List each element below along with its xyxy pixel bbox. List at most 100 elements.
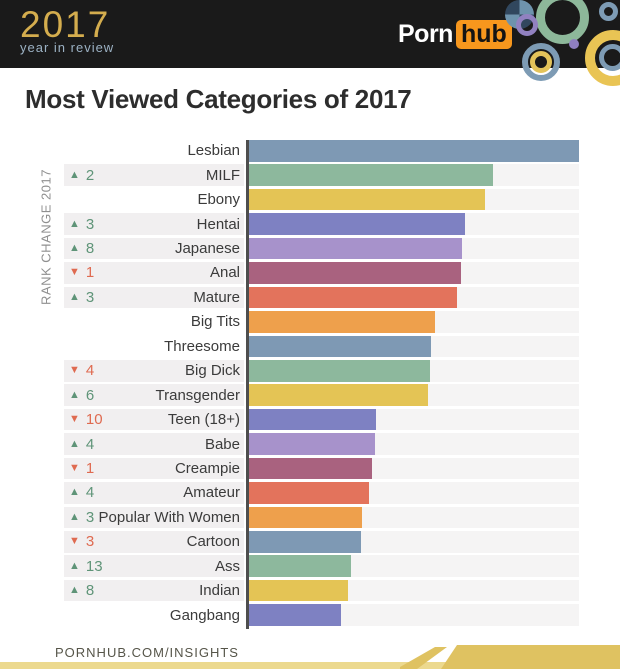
category-label: Mature	[193, 288, 240, 306]
category-row-left: Gangbang	[0, 604, 246, 626]
rank-change-indicator: ▲ 4	[69, 484, 94, 501]
category-row-left: ▲ 2 MILF	[0, 164, 246, 187]
bar-track	[249, 188, 579, 211]
logo-year-text: 2017	[20, 4, 111, 45]
bar-track	[249, 457, 579, 480]
circle-ornament-blue-inner-ring	[599, 44, 620, 71]
footer-ribbon	[400, 645, 620, 669]
rank-change-indicator: ▲ 8	[69, 240, 94, 257]
category-bar	[249, 384, 428, 406]
pornhub-logo-hub: hub	[455, 20, 512, 49]
category-row: Threesome	[0, 335, 579, 358]
rank-change-value: 1	[85, 459, 95, 477]
rank-change-value: 6	[85, 386, 95, 404]
rank-change-arrow-icon: ▲	[69, 290, 80, 303]
category-row-left: Big Tits	[0, 311, 246, 333]
category-label: Babe	[204, 435, 240, 453]
bar-track	[249, 408, 579, 431]
year-in-review-logo: 2017 year in review	[20, 6, 114, 54]
rank-change-indicator: ▼ 10	[69, 411, 103, 428]
rank-change-indicator: ▲ 6	[69, 387, 94, 404]
category-row-left: ▼ 3 Cartoon	[0, 531, 246, 553]
rank-change-arrow-icon: ▲	[69, 510, 80, 523]
rank-change-value: 3	[85, 533, 95, 551]
circle-ornament-purple-ring	[516, 14, 538, 36]
category-label: Ebony	[197, 191, 240, 209]
rank-change-arrow-icon: ▲	[69, 559, 80, 572]
rank-change-indicator: ▼ 1	[69, 264, 94, 281]
category-label: Creampie	[174, 459, 240, 477]
category-label: Transgender	[155, 386, 241, 404]
category-row: ▲ 4 Babe	[0, 433, 579, 455]
category-row-left: ▲ 6 Transgender	[0, 384, 246, 406]
rank-change-indicator: ▼ 1	[69, 460, 94, 477]
category-label: Lesbian	[187, 142, 240, 160]
category-bar	[249, 311, 436, 333]
rank-change-indicator: ▲ 13	[69, 558, 103, 575]
chart-rows: Lesbian ▲ 2 MILF Ebony	[0, 140, 579, 629]
category-bar	[249, 506, 362, 529]
category-bar	[249, 164, 494, 187]
bar-track	[249, 164, 579, 187]
category-row: Gangbang	[0, 604, 579, 626]
category-bar	[249, 213, 466, 235]
bar-track	[249, 531, 579, 553]
bar-track	[249, 433, 579, 455]
rank-change-indicator: ▼ 3	[69, 533, 94, 550]
bar-track	[249, 311, 579, 333]
category-row: ▼ 1 Creampie	[0, 457, 579, 480]
rank-change-indicator: ▼ 4	[69, 362, 94, 379]
category-row: ▼ 3 Cartoon	[0, 531, 579, 553]
rank-change-value: 1	[85, 264, 95, 282]
rank-change-arrow-icon: ▼	[69, 266, 80, 279]
rank-change-value: 10	[85, 411, 103, 429]
bar-track	[249, 262, 579, 284]
category-bar	[249, 555, 352, 578]
rank-change-value: 13	[85, 557, 103, 575]
circle-ornament-gold-inner-ring	[530, 51, 552, 73]
rank-change-value: 2	[85, 166, 95, 184]
circle-ornament-small-blue-ring	[599, 2, 618, 21]
rank-change-value: 3	[85, 508, 95, 526]
category-label: Teen (18+)	[167, 411, 240, 429]
footer-strip	[0, 662, 620, 669]
rank-change-indicator: ▲ 3	[69, 509, 94, 526]
category-row: ▼ 1 Anal	[0, 262, 579, 284]
circle-ornament-green-ring	[536, 0, 589, 44]
category-bar	[249, 433, 376, 455]
rank-change-indicator: ▲ 2	[69, 167, 94, 184]
category-bar	[249, 579, 348, 602]
bar-track	[249, 286, 579, 309]
category-row-left: Ebony	[0, 189, 246, 211]
category-bar	[249, 359, 430, 382]
category-row-left: ▲ 3 Hentai	[0, 213, 246, 235]
rank-change-value: 4	[85, 484, 95, 502]
category-label: MILF	[205, 166, 240, 184]
category-row-left: ▲ 4 Amateur	[0, 482, 246, 504]
rank-change-value: 4	[85, 362, 95, 380]
bar-track	[249, 335, 579, 358]
category-bar	[249, 262, 461, 284]
rank-change-value: 3	[85, 215, 95, 233]
bar-track	[249, 384, 579, 406]
rank-change-indicator: ▲ 4	[69, 436, 94, 453]
bar-track	[249, 140, 579, 162]
rank-change-arrow-icon: ▲	[69, 242, 80, 255]
category-row-left: ▼ 10 Teen (18+)	[0, 408, 246, 431]
category-label: Japanese	[174, 240, 240, 258]
page-title: Most Viewed Categories of 2017	[25, 84, 412, 114]
pornhub-logo-porn: Porn	[398, 20, 453, 48]
category-row: ▲ 3 Popular With Women	[0, 506, 579, 529]
category-row: Ebony	[0, 188, 579, 211]
category-bar	[249, 531, 361, 553]
category-label: Amateur	[183, 484, 240, 502]
rank-change-arrow-icon: ▼	[69, 364, 80, 377]
category-bar	[249, 140, 579, 162]
pornhub-logo: Porn hub	[398, 20, 512, 49]
category-bar	[249, 237, 462, 260]
circle-ornament-black-dot	[536, 57, 546, 67]
category-label: Big Dick	[184, 362, 240, 380]
category-row: ▲ 8 Indian	[0, 579, 579, 602]
category-row: ▲ 3 Hentai	[0, 213, 579, 235]
